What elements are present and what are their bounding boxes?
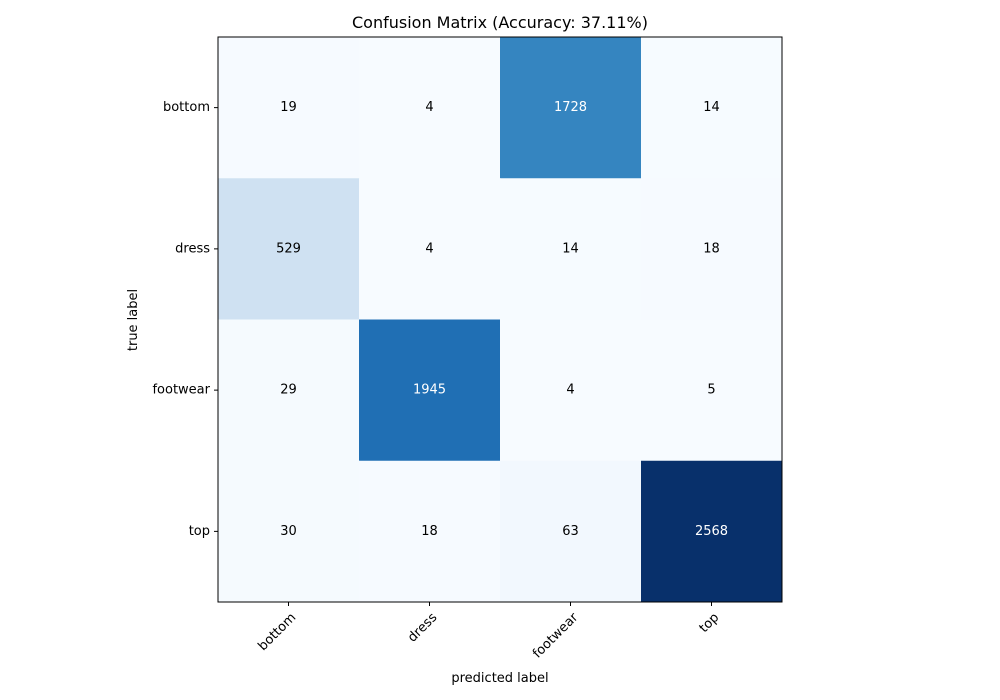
cell-top-top bbox=[641, 460, 783, 603]
cell-value-dress-top: 18 bbox=[703, 241, 720, 256]
cell-value-bottom-bottom: 19 bbox=[280, 100, 297, 115]
cell-dress-dress bbox=[359, 178, 501, 320]
cell-value-footwear-top: 5 bbox=[707, 383, 715, 398]
cell-value-dress-bottom: 529 bbox=[276, 241, 301, 256]
cell-value-top-footwear: 63 bbox=[562, 524, 579, 539]
y-tick-label-dress: dress bbox=[175, 241, 210, 256]
plot-frame bbox=[217, 36, 783, 603]
x-tick-label-dress: dress bbox=[405, 610, 440, 645]
y-tick-label-top: top bbox=[189, 524, 210, 539]
cell-top-dress bbox=[359, 460, 501, 603]
cell-value-bottom-footwear: 1728 bbox=[554, 100, 587, 115]
x-tick-label-top: top bbox=[697, 610, 723, 636]
cell-footwear-dress bbox=[359, 319, 501, 462]
cell-value-top-dress: 18 bbox=[421, 524, 438, 539]
x-axis-ticks: bottom dress footwear top bbox=[255, 602, 722, 662]
cell-value-footwear-footwear: 4 bbox=[566, 383, 574, 398]
cell-value-footwear-bottom: 29 bbox=[280, 383, 297, 398]
cell-footwear-footwear bbox=[500, 319, 642, 462]
cell-value-top-bottom: 30 bbox=[280, 524, 297, 539]
x-tick-label-bottom: bottom bbox=[255, 610, 299, 654]
cell-top-bottom bbox=[218, 460, 360, 603]
cell-bottom-top bbox=[641, 37, 783, 179]
cell-value-bottom-top: 14 bbox=[703, 100, 720, 115]
cell-value-dress-footwear: 14 bbox=[562, 241, 579, 256]
cell-dress-footwear bbox=[500, 178, 642, 320]
cell-value-labels: 19 4 1728 14 529 4 14 18 29 1945 4 5 30 18 63 2568 bbox=[276, 100, 728, 539]
cell-bottom-footwear bbox=[500, 37, 642, 179]
cell-value-top-top: 2568 bbox=[695, 524, 728, 539]
cell-dress-bottom bbox=[218, 178, 360, 320]
cell-bottom-dress bbox=[359, 37, 501, 179]
y-tick-label-footwear: footwear bbox=[152, 383, 210, 398]
cell-value-dress-dress: 4 bbox=[425, 241, 433, 256]
cell-value-footwear-dress: 1945 bbox=[413, 383, 446, 398]
cell-top-footwear bbox=[500, 460, 642, 603]
chart-title: Confusion Matrix (Accuracy: 37.11%) bbox=[352, 13, 648, 32]
y-axis-label: true label bbox=[126, 289, 141, 351]
cell-dress-top bbox=[641, 178, 783, 320]
cell-footwear-top bbox=[641, 319, 783, 462]
y-axis-ticks: bottom dress footwear top bbox=[152, 100, 218, 539]
cell-footwear-bottom bbox=[218, 319, 360, 462]
x-axis-label: predicted label bbox=[451, 671, 548, 686]
cell-bottom-bottom bbox=[218, 37, 360, 179]
heatmap-cells bbox=[218, 37, 783, 603]
y-tick-label-bottom: bottom bbox=[163, 100, 210, 115]
cell-value-bottom-dress: 4 bbox=[425, 100, 433, 115]
x-tick-label-footwear: footwear bbox=[530, 610, 582, 662]
